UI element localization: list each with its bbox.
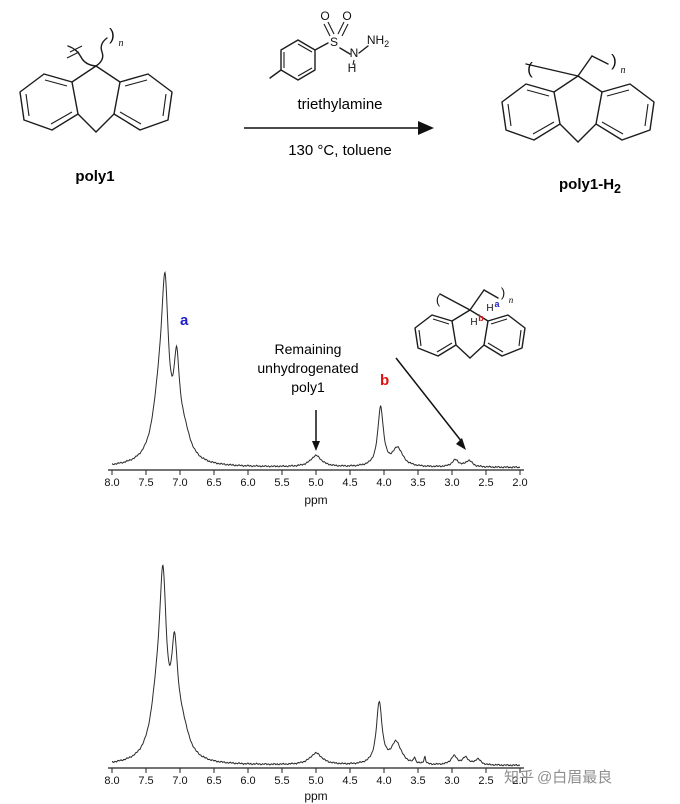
nh2-label: NH2 bbox=[367, 33, 389, 49]
annotation-line-1: Remaining bbox=[274, 341, 342, 357]
inset-a-superscript: a bbox=[494, 299, 500, 309]
x-tick-label: 4.0 bbox=[376, 775, 391, 787]
poly1-structure: ) n bbox=[19, 25, 173, 133]
oxygen-right-label: O bbox=[342, 9, 351, 23]
x-tick-label: 5.0 bbox=[308, 477, 323, 489]
x-tick-label: 6.5 bbox=[206, 775, 221, 787]
inset-open-bracket: ( bbox=[436, 292, 441, 307]
reaction-arrow bbox=[244, 121, 434, 135]
product-label-subscript: 2 bbox=[614, 182, 621, 196]
conditions-temp-solvent-text: 130 °C, toluene bbox=[288, 142, 392, 159]
inset-H-a-label: H bbox=[486, 303, 493, 314]
tick-marks bbox=[111, 768, 521, 773]
nmr-trace bbox=[112, 564, 521, 767]
inset-rings bbox=[414, 314, 526, 357]
inset-H-b-label: H bbox=[470, 317, 477, 328]
reaction-arrowhead bbox=[418, 121, 434, 135]
x-tick-label: 2.5 bbox=[478, 477, 493, 489]
oxygen-left-label: O bbox=[320, 9, 329, 23]
product-n-label: n bbox=[621, 65, 626, 76]
remaining-poly1-annotation: Remaining unhydrogenated poly1 bbox=[238, 340, 378, 397]
x-tick-label: 6.0 bbox=[240, 775, 255, 787]
nh2-subscript: 2 bbox=[384, 39, 389, 49]
x-tick-label: 7.0 bbox=[172, 775, 187, 787]
watermark: 知乎 @白眉最良 bbox=[504, 766, 615, 787]
poly1-h2-structure: ( ) n bbox=[501, 51, 655, 143]
peak-label-a: a bbox=[180, 312, 189, 329]
product-close-bracket: ) bbox=[611, 51, 617, 70]
reactant-n-label: n bbox=[119, 38, 124, 49]
x-tick-label: 4.0 bbox=[376, 477, 391, 489]
nmr-spectrum-bottom: 8.0 7.5 7.0 6.5 6.0 5.5 5.0 4.5 4.0 3.5 … bbox=[104, 564, 528, 803]
x-tick-label: 3.5 bbox=[410, 477, 425, 489]
diagonal-arrowhead bbox=[456, 438, 466, 450]
nmr-trace bbox=[111, 270, 520, 469]
inset-structure: ( ) n H b H a bbox=[414, 285, 526, 359]
x-tick-label: 6.0 bbox=[240, 477, 255, 489]
x-tick-label: 3.0 bbox=[444, 775, 459, 787]
poly1h2-backbone-bonds bbox=[525, 55, 609, 77]
x-tick-label: 3.5 bbox=[410, 775, 425, 787]
x-tick-label: 4.5 bbox=[342, 775, 357, 787]
annotation-line-2: unhydrogenated bbox=[257, 360, 359, 376]
x-tick-label: 5.5 bbox=[274, 775, 289, 787]
nh-hydrogen-label: H bbox=[348, 61, 357, 75]
x-tick-label: 2.0 bbox=[512, 477, 527, 489]
down-arrowhead bbox=[312, 441, 320, 451]
poly1-bridge-bonds bbox=[71, 65, 121, 133]
x-tick-label: 3.0 bbox=[444, 477, 459, 489]
x-tick-labels: 8.0 7.5 7.0 6.5 6.0 5.5 5.0 4.5 4.0 3.5 … bbox=[104, 477, 527, 489]
product-label: poly1-H2 bbox=[525, 176, 655, 196]
x-tick-label: 5.0 bbox=[308, 775, 323, 787]
annotation-arrows bbox=[312, 357, 466, 451]
x-tick-label: 8.0 bbox=[104, 775, 119, 787]
inset-backbone-bonds bbox=[439, 289, 499, 311]
x-tick-label: 4.5 bbox=[342, 477, 357, 489]
nitrogen-label: N bbox=[350, 46, 359, 60]
product-open-bracket: ( bbox=[527, 59, 533, 78]
sulfonyl-bonds bbox=[314, 21, 369, 66]
inset-close-bracket: ) bbox=[501, 285, 505, 300]
conditions-reagent-text: triethylamine bbox=[297, 96, 383, 113]
x-axis-unit: ppm bbox=[304, 493, 327, 507]
inset-b-superscript: b bbox=[478, 313, 484, 323]
product-label-main: poly1-H bbox=[559, 176, 615, 193]
x-tick-labels: 8.0 7.5 7.0 6.5 6.0 5.5 5.0 4.5 4.0 3.5 … bbox=[104, 775, 527, 787]
x-tick-label: 7.0 bbox=[172, 477, 187, 489]
x-tick-label: 7.5 bbox=[138, 477, 153, 489]
poly1h2-bridge-bonds bbox=[553, 75, 603, 143]
watermark-handle: @白眉最良 bbox=[537, 769, 613, 786]
sulfur-label: S bbox=[330, 35, 338, 49]
inset-bridge-bonds bbox=[451, 309, 489, 359]
x-tick-label: 2.0 bbox=[512, 775, 527, 787]
annotation-line-3: poly1 bbox=[291, 379, 325, 395]
reactant-close-bracket: ) bbox=[109, 25, 115, 44]
inset-n-label: n bbox=[509, 295, 514, 305]
tosylhydrazide-structure: O O S N H NH2 bbox=[269, 9, 389, 81]
peak-label-b: b bbox=[380, 372, 390, 389]
x-tick-label: 8.0 bbox=[104, 477, 119, 489]
x-tick-label: 5.5 bbox=[274, 477, 289, 489]
reactant-label: poly1 bbox=[75, 168, 115, 185]
poly1-backbone-wavy-bonds bbox=[66, 37, 108, 67]
nh2-text: NH bbox=[367, 33, 384, 47]
watermark-brand: 知乎 bbox=[504, 769, 535, 786]
x-tick-label: 6.5 bbox=[206, 477, 221, 489]
nmr-spectrum-top: 8.0 7.5 7.0 6.5 6.0 5.5 5.0 4.5 4.0 3.5 … bbox=[104, 270, 528, 507]
x-axis-unit: ppm bbox=[304, 789, 327, 803]
x-tick-label: 2.5 bbox=[478, 775, 493, 787]
tick-marks bbox=[111, 470, 521, 475]
x-tick-label: 7.5 bbox=[138, 775, 153, 787]
